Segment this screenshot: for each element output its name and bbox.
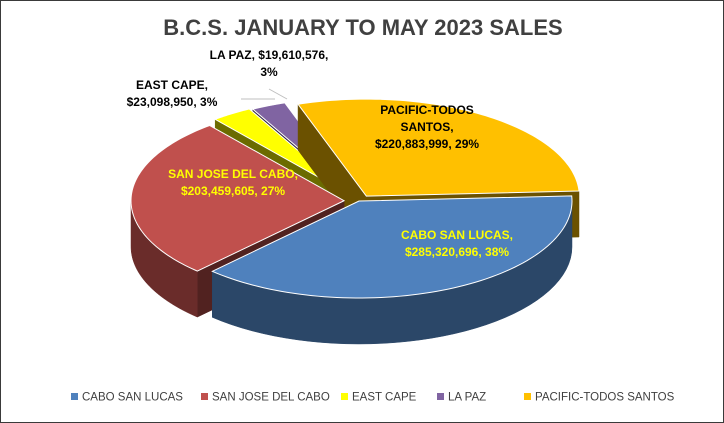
data-label-pacific-todos-santos: PACIFIC-TODOS SANTOS, $220,883,999, 29% (375, 103, 479, 151)
legend-item: CABO SAN LUCAS (71, 392, 183, 404)
legend-item: EAST CAPE (341, 392, 417, 404)
slice-cabo-san-lucas (211, 195, 573, 345)
data-label-east-cape: EAST CAPE, $23,098,950, 3% (127, 78, 218, 109)
data-labels: CABO SAN LUCAS, $285,320,696, 38% SAN JOSE… (127, 48, 513, 259)
legend-label: EAST CAPE (352, 392, 417, 404)
legend-item: LA PAZ (437, 392, 486, 404)
legend-label: CABO SAN LUCAS (82, 392, 183, 404)
legend-label: PACIFIC-TODOS SANTOS (535, 392, 675, 404)
pie-slices (130, 88, 580, 345)
legend-swatch (341, 393, 348, 400)
data-label-san-jose-del-cabo: SAN JOSE DEL CABO, $203,459,605, 27% (168, 167, 298, 198)
leader-line (268, 88, 288, 100)
legend-swatch (71, 393, 78, 400)
legend-label: SAN JOSE DEL CABO (212, 392, 330, 404)
legend-swatch (524, 393, 531, 400)
legend-swatch (201, 393, 208, 400)
legend-swatch (437, 393, 444, 400)
legend-item: PACIFIC-TODOS SANTOS (524, 392, 675, 404)
data-label-cabo-san-lucas: CABO SAN LUCAS, $285,320,696, 38% (401, 228, 513, 259)
chart-title: B.C.S. JANUARY TO MAY 2023 SALES (163, 15, 562, 40)
chart-legend: CABO SAN LUCAS SAN JOSE DEL CABO EAST CAPE… (71, 392, 675, 404)
data-label-la-paz: LA PAZ, $19,610,576, 3% (210, 48, 329, 79)
legend-item: SAN JOSE DEL CABO (201, 392, 330, 404)
legend-label: LA PAZ (448, 392, 486, 404)
